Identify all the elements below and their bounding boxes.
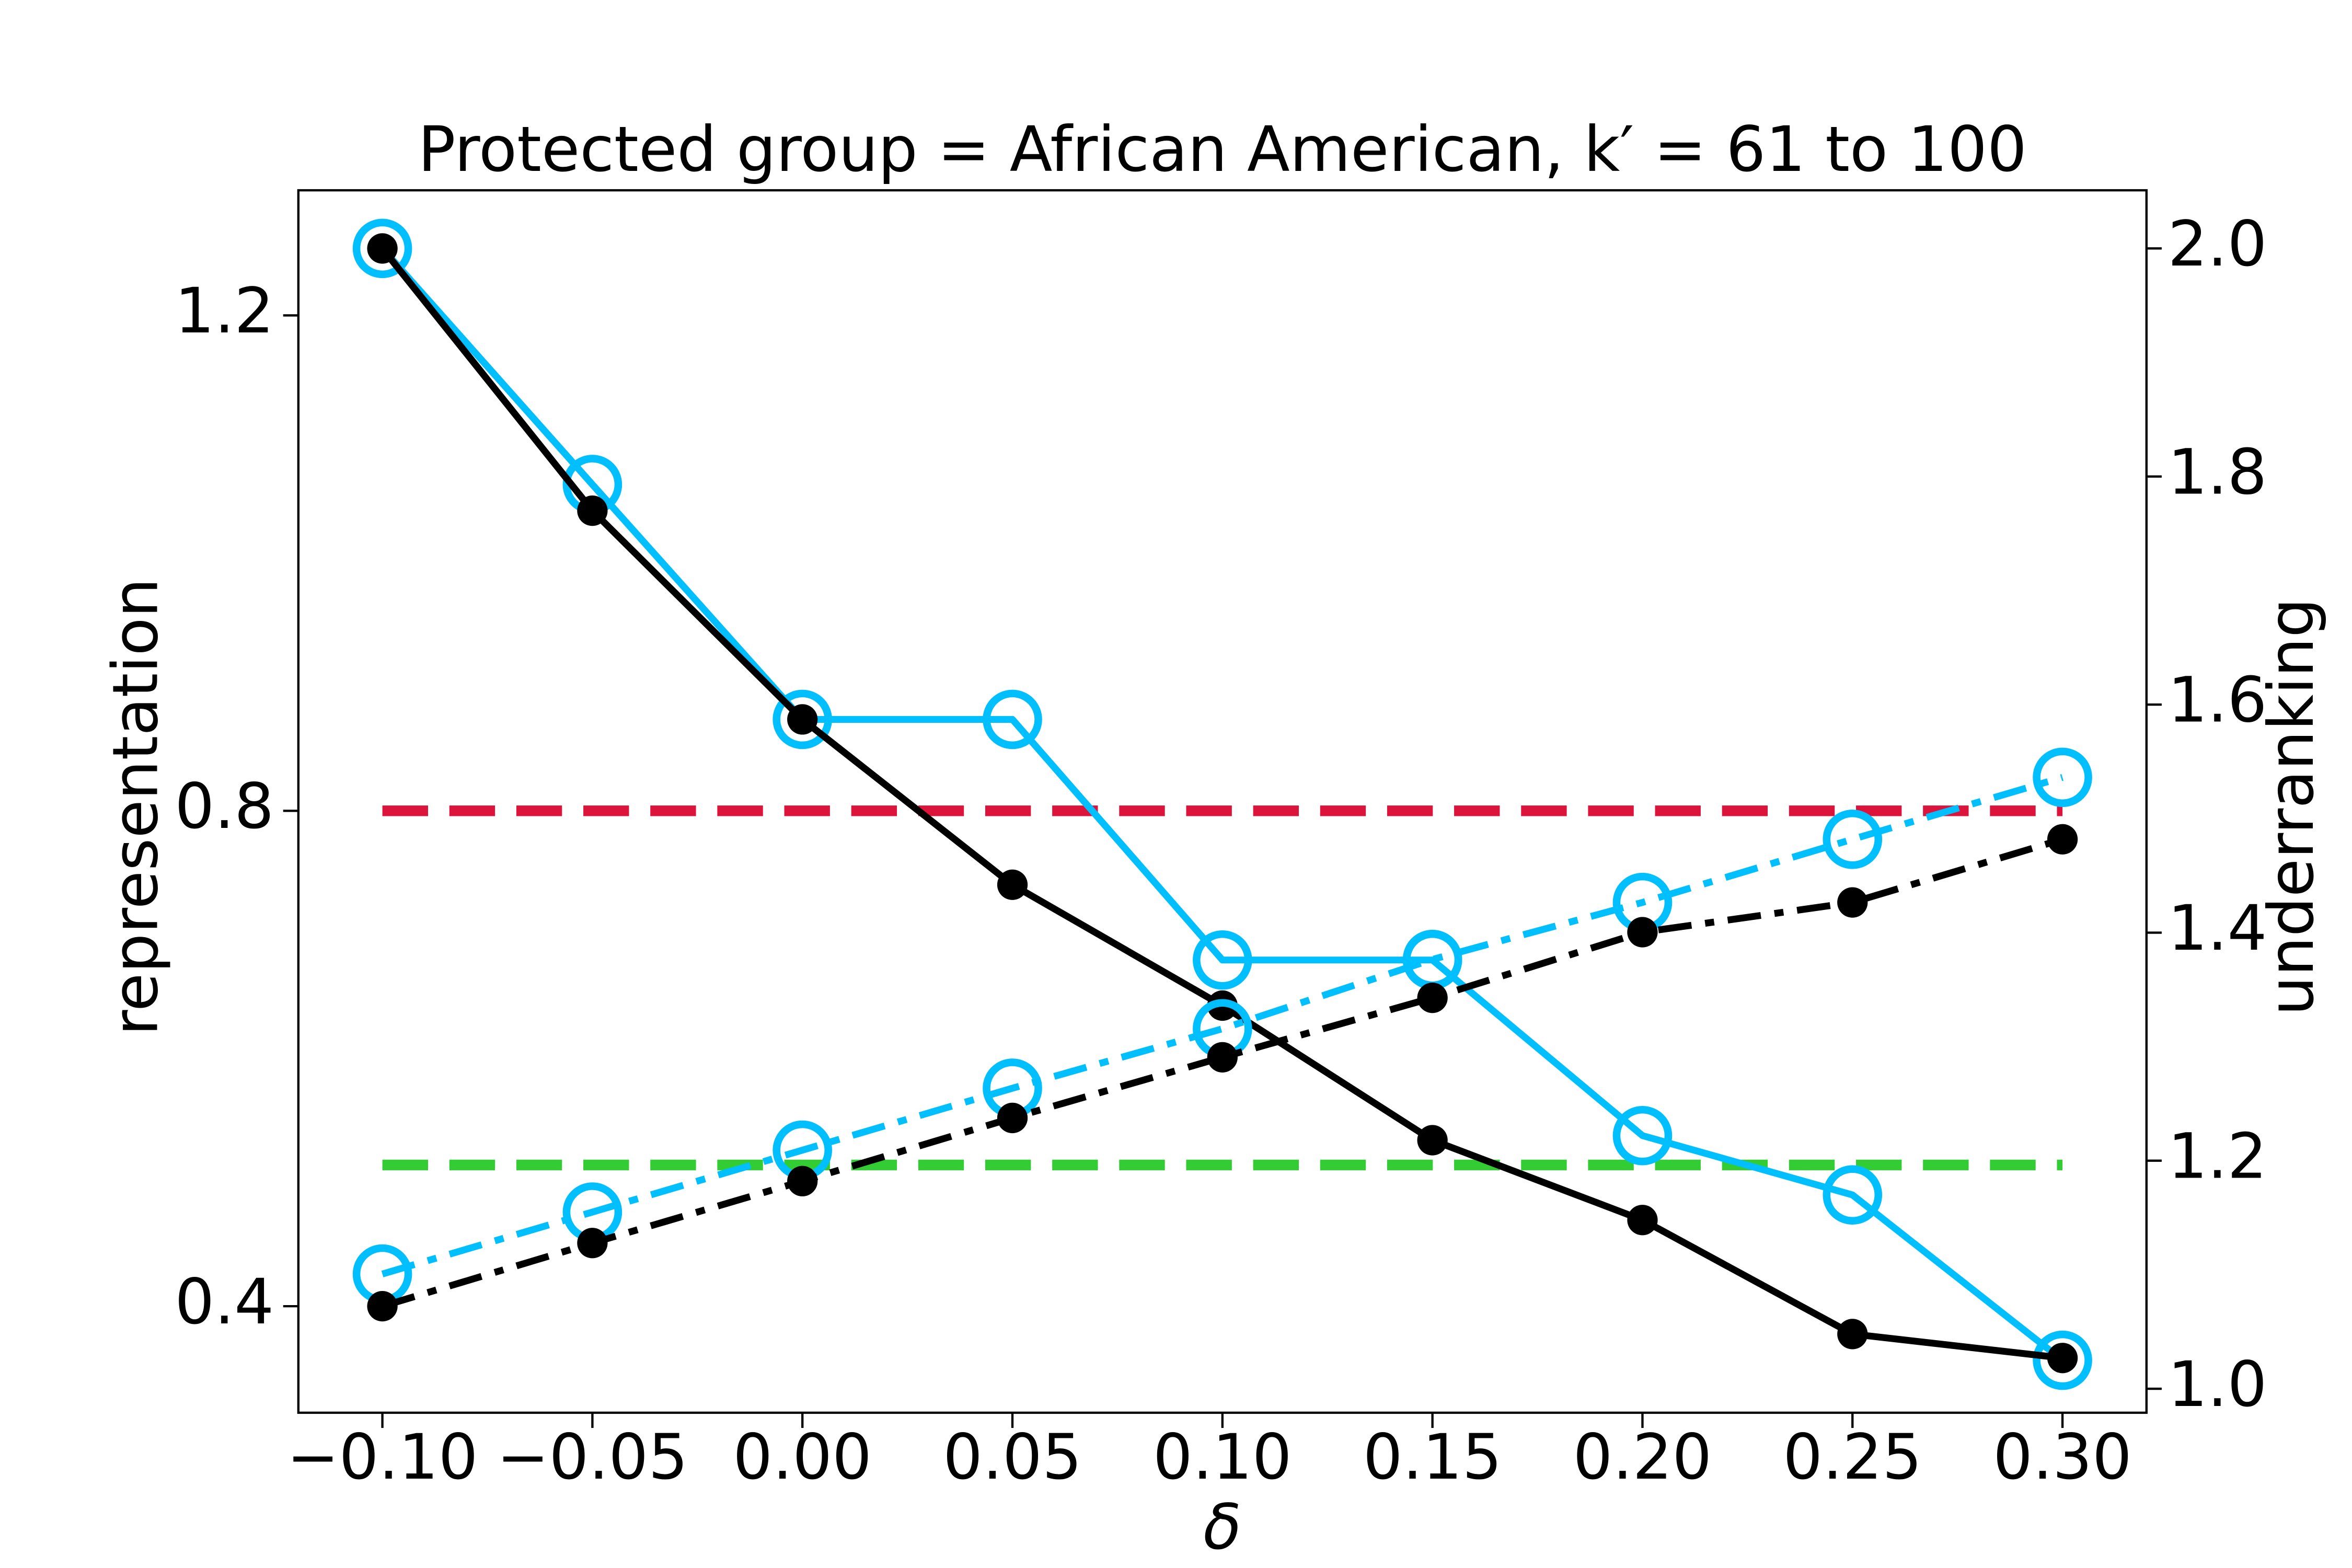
x-tick-label: −0.05 (497, 1421, 688, 1494)
y-tick-label: 1.2 (175, 275, 274, 348)
marker (2033, 747, 2092, 808)
marker (2047, 1343, 2078, 1374)
series-line (379, 246, 2065, 1363)
y2-tick-label: 1.8 (2168, 436, 2267, 509)
y2-tick-label: 1.0 (2168, 1348, 2267, 1421)
y-axis-label: representation (100, 578, 172, 1036)
marker (1837, 887, 1868, 918)
x-tick-label: 0.00 (733, 1421, 872, 1494)
x-tick-label: 0.30 (1993, 1421, 2132, 1494)
y2-axis-label: underranking (2255, 598, 2328, 1016)
y2-tick-label: 1.2 (2168, 1120, 2267, 1193)
series-line (379, 246, 2063, 1362)
y2-tick-label: 1.4 (2168, 892, 2267, 965)
marker (787, 1166, 818, 1196)
marker (367, 1290, 398, 1322)
marker (1417, 1125, 1448, 1156)
marker (787, 704, 818, 735)
marker (1837, 1319, 1868, 1350)
x-tick-label: −0.10 (287, 1421, 478, 1494)
marker (1193, 930, 1252, 990)
y-tick-label: 0.8 (175, 770, 274, 843)
marker (1823, 809, 1883, 869)
marker (997, 869, 1028, 900)
x-tick-label: 0.25 (1783, 1421, 1922, 1494)
marker (2047, 824, 2078, 855)
marker (352, 218, 412, 279)
x-tick-label: 0.10 (1153, 1421, 1292, 1494)
x-tick-label: 0.20 (1573, 1421, 1712, 1494)
y2-tick-label: 2.0 (2168, 208, 2267, 281)
marker (1207, 1042, 1238, 1073)
plot-frame (297, 189, 2148, 1414)
y2-tick-label: 1.6 (2168, 664, 2267, 737)
x-axis-label: δ (1203, 1491, 1241, 1564)
marker (1627, 1205, 1658, 1236)
marker (2033, 1330, 2092, 1390)
marker (1823, 1165, 1883, 1225)
x-tick-label: 0.05 (943, 1421, 1082, 1494)
marker (577, 495, 608, 526)
marker (1612, 1105, 1673, 1166)
marker (983, 689, 1042, 750)
marker (1627, 917, 1658, 948)
chart-title: Protected group = African American, k′ =… (418, 113, 2027, 186)
marker (773, 689, 833, 750)
marker (997, 1102, 1028, 1134)
x-tick-label: 0.15 (1363, 1421, 1502, 1494)
series-line (381, 836, 2063, 1310)
series-line (381, 774, 2063, 1277)
y-tick-label: 0.4 (175, 1266, 274, 1339)
marker (367, 233, 398, 264)
marker (577, 1228, 608, 1259)
marker (1417, 982, 1448, 1013)
